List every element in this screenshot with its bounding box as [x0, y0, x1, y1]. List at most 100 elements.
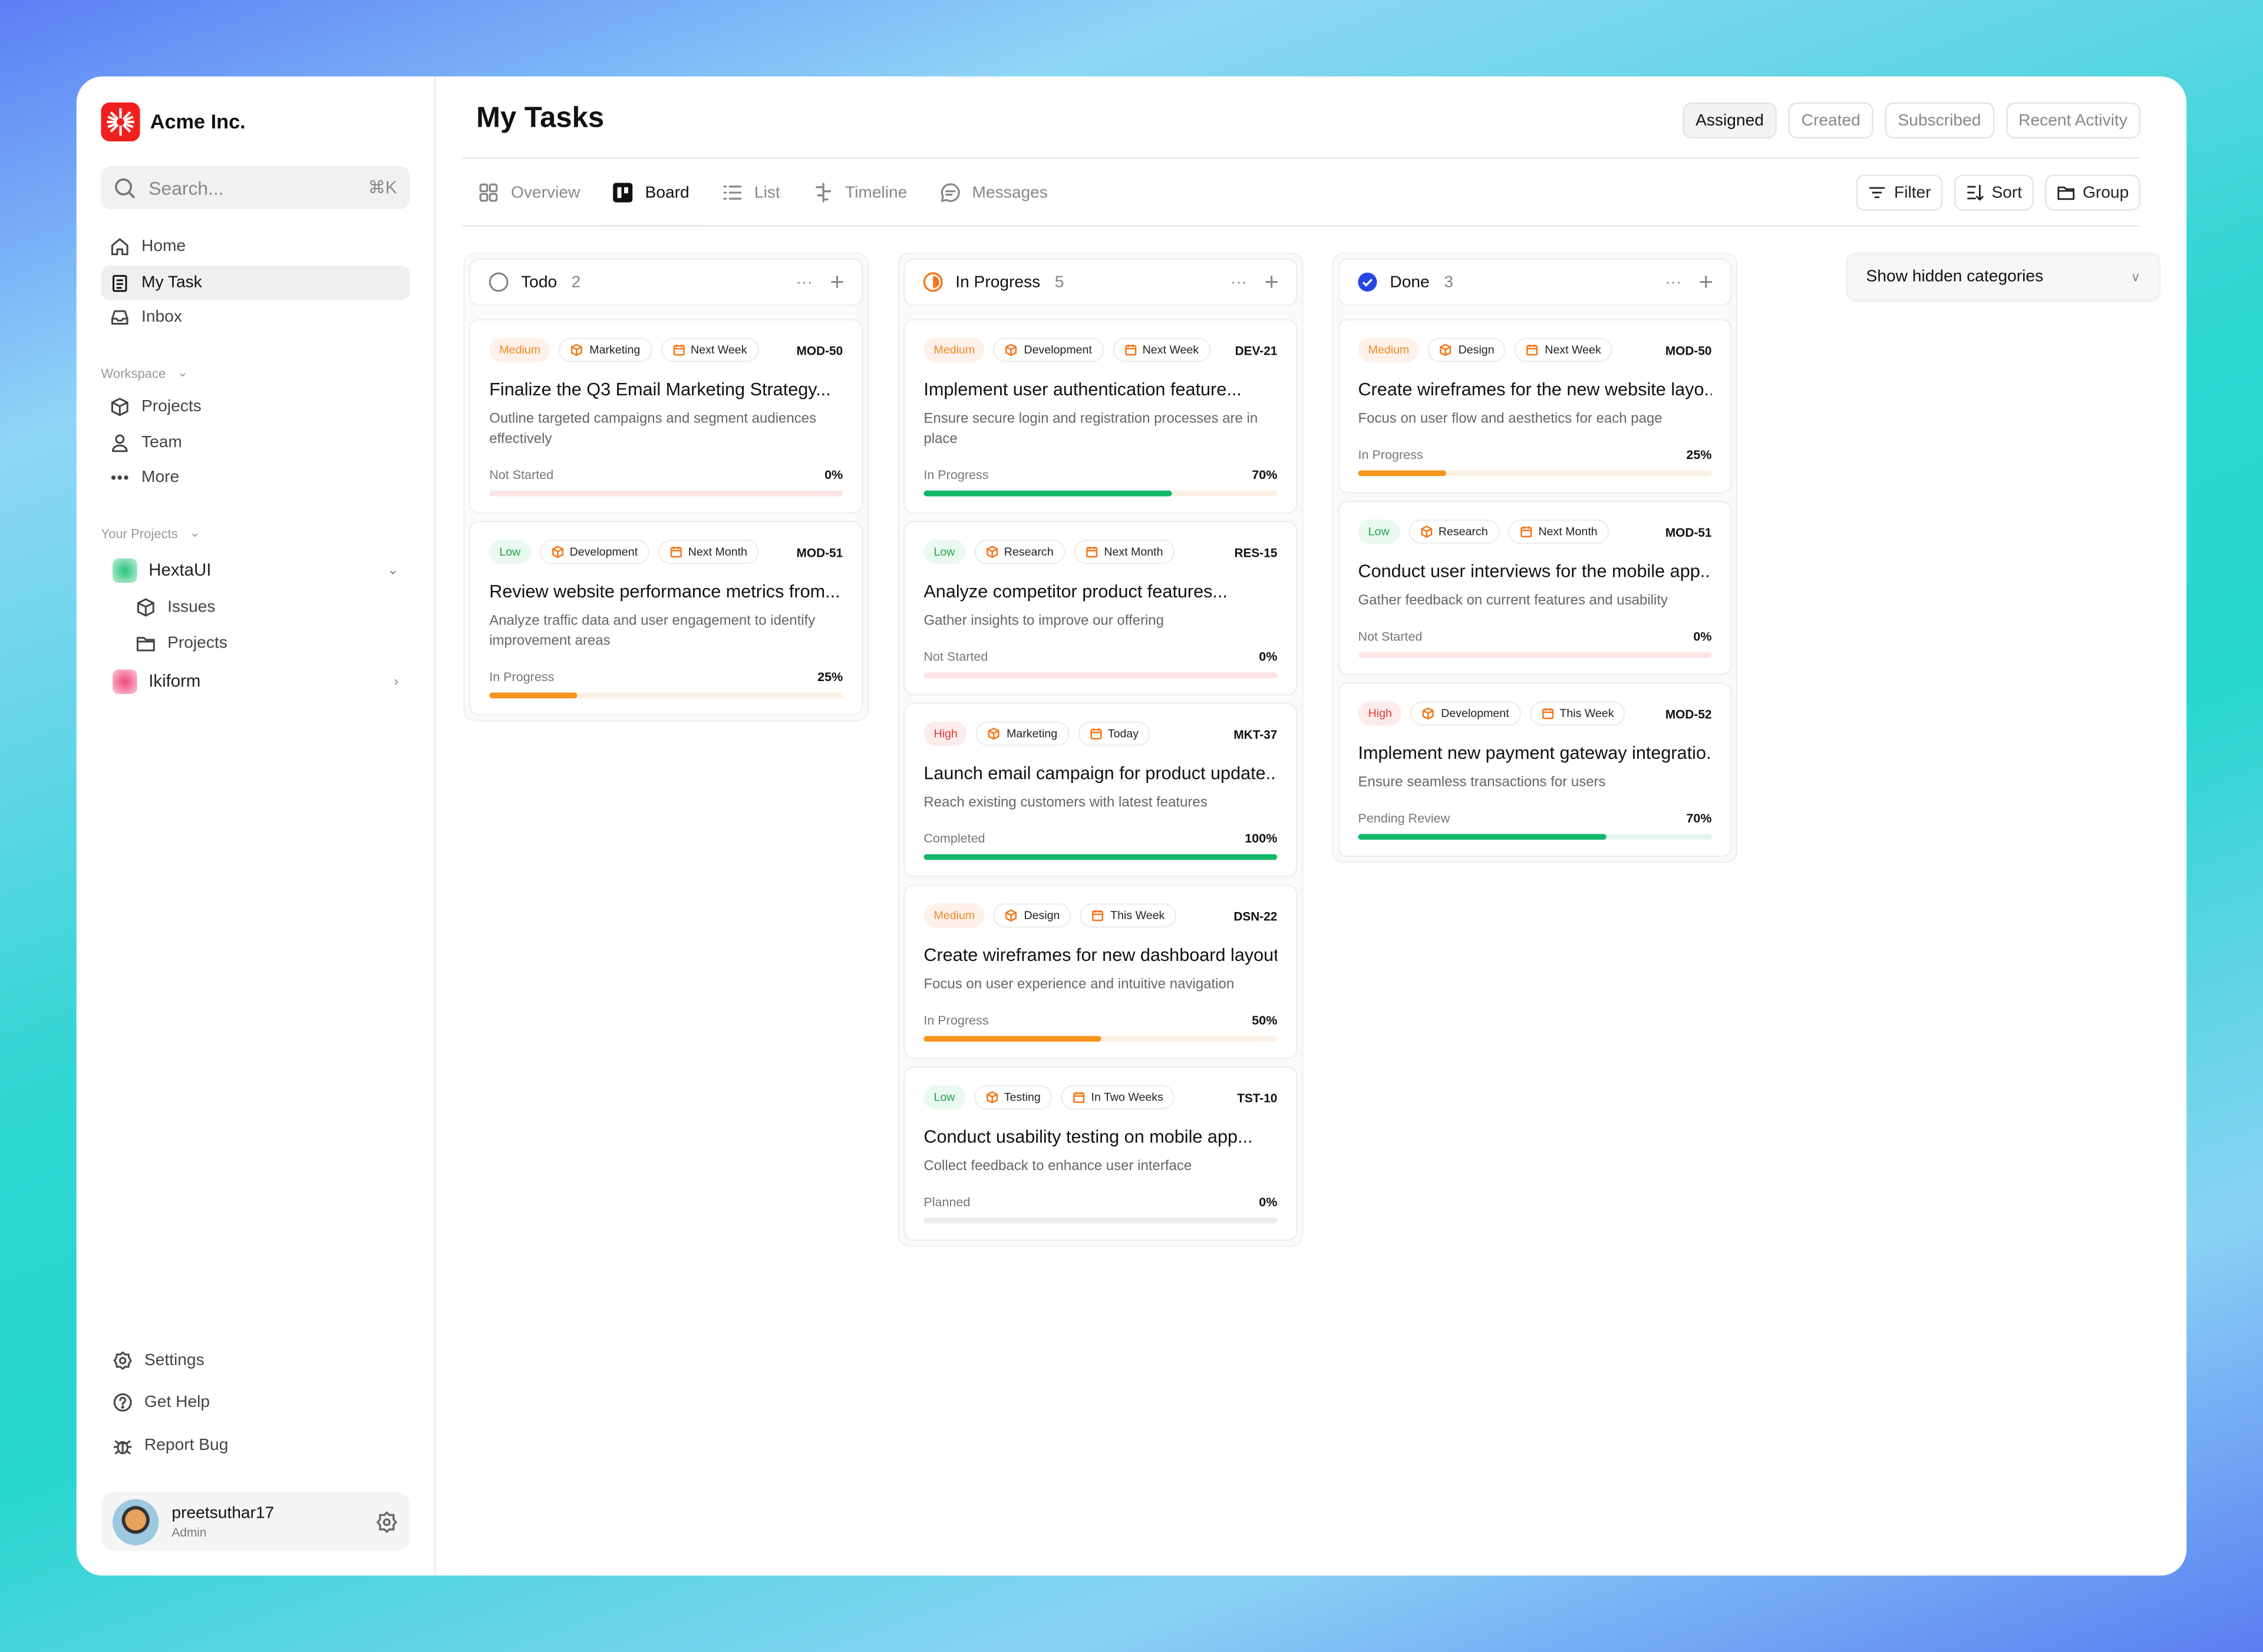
workspace-item-label: More	[141, 468, 180, 487]
project-name: Ikiform	[149, 670, 201, 692]
more-icon[interactable]: ···	[796, 273, 813, 291]
category-label: Testing	[1004, 1091, 1041, 1104]
more-icon[interactable]: ···	[1665, 273, 1682, 291]
folder-icon	[136, 636, 155, 651]
calendar-icon	[1090, 728, 1101, 739]
chevron-down-icon[interactable]: ⌄	[387, 561, 398, 577]
gear-icon[interactable]	[375, 1510, 398, 1533]
task-card[interactable]: High Development This Week MOD-52 Implement …	[1338, 682, 1732, 857]
task-card[interactable]: Medium Marketing Next Week MOD-50 Finalize t…	[469, 319, 863, 514]
sidebar-item-label: My Task	[141, 273, 202, 291]
sort-button[interactable]: Sort	[1954, 174, 2034, 211]
tab-overview[interactable]: Overview	[462, 160, 596, 225]
inbox-icon	[111, 310, 128, 325]
sidebar-item-label: Home	[141, 238, 186, 256]
task-card[interactable]: Low Testing In Two Weeks TST-10 Conduct usab…	[903, 1066, 1298, 1241]
group-button[interactable]: Group	[2045, 174, 2140, 211]
projects-section-toggle[interactable]: Your Projects ⌄	[101, 525, 410, 541]
tab-list[interactable]: List	[705, 160, 796, 225]
task-progress: 50%	[1252, 1013, 1278, 1027]
sidebar-item-my-task[interactable]: My Task	[101, 265, 410, 300]
view-created[interactable]: Created	[1788, 102, 1873, 139]
sidebar-item-home[interactable]: Home	[101, 229, 410, 264]
project-ikiform[interactable]: Ikiform ›	[101, 661, 410, 702]
add-card-button[interactable]: +	[830, 267, 844, 295]
task-card[interactable]: Low Research Next Month RES-15 Analyze compe…	[903, 521, 1298, 696]
chevron-right-icon[interactable]: ›	[394, 673, 398, 689]
sidebar-item-label: Get Help	[144, 1393, 210, 1412]
project-subitem-issues[interactable]: Issues	[101, 590, 410, 625]
due-label: Next Week	[691, 343, 747, 356]
view-assigned[interactable]: Assigned	[1683, 102, 1777, 139]
category-label: Marketing	[589, 343, 641, 356]
view-recent-activity[interactable]: Recent Activity	[2005, 102, 2140, 139]
sidebar-item-settings[interactable]: Settings	[101, 1339, 410, 1381]
cube-icon	[986, 1091, 998, 1103]
brand-name: Acme Inc.	[150, 110, 246, 133]
cube-icon	[1006, 343, 1018, 356]
tab-timeline[interactable]: Timeline	[796, 160, 923, 225]
task-card[interactable]: High Marketing Today MKT-37 Launch email cam…	[903, 702, 1298, 877]
task-status: Pending Review	[1358, 811, 1450, 825]
calendar-icon	[1542, 708, 1553, 719]
priority-badge: High	[923, 721, 968, 746]
task-id: TST-10	[1237, 1090, 1278, 1105]
priority-badge: Low	[923, 1085, 965, 1110]
tab-messages[interactable]: Messages	[923, 160, 1064, 225]
sidebar-item-get-help[interactable]: Get Help	[101, 1382, 410, 1423]
project-hextaui[interactable]: HextaUI ⌄	[101, 550, 410, 590]
user-profile[interactable]: preetsuthar17 Admin	[101, 1492, 410, 1551]
sidebar-item-report-bug[interactable]: Report Bug	[101, 1424, 410, 1466]
check-circle-icon	[1358, 272, 1377, 292]
task-card[interactable]: Medium Design Next Week MOD-50 Create wirefr…	[1338, 319, 1732, 494]
board-icon	[613, 183, 633, 203]
project-subitem-projects[interactable]: Projects	[101, 626, 410, 660]
due-tag: Next Month	[658, 539, 759, 564]
brand[interactable]: Acme Inc.	[101, 101, 410, 141]
column-title: Todo	[521, 273, 557, 291]
calendar-icon	[672, 344, 684, 356]
divider	[461, 225, 2140, 227]
tab-board[interactable]: Board	[596, 160, 705, 227]
workspace-item-team[interactable]: Team	[101, 425, 410, 460]
search-input[interactable]: Search... ⌘K	[101, 166, 410, 210]
workspace-item-more[interactable]: More	[101, 460, 410, 495]
progress-fill	[923, 854, 1278, 860]
project-name: HextaUI	[149, 560, 212, 580]
priority-badge: Medium	[1358, 338, 1420, 362]
task-card[interactable]: Medium Development Next Week DEV-21 Implemen…	[903, 319, 1298, 514]
task-progress: 0%	[824, 467, 843, 482]
timeline-icon	[814, 183, 831, 203]
task-card[interactable]: Low Development Next Month MOD-51 Review web…	[469, 521, 863, 716]
search-icon	[115, 177, 136, 198]
task-id: DSN-22	[1233, 908, 1278, 923]
task-id: MOD-50	[1665, 342, 1712, 358]
cube-icon	[1420, 526, 1432, 538]
task-card[interactable]: Medium Design This Week DSN-22 Create wirefr…	[903, 884, 1298, 1059]
help-icon	[113, 1393, 132, 1412]
sidebar-item-inbox[interactable]: Inbox	[101, 300, 410, 335]
task-title: Create wireframes for the new website la…	[1358, 379, 1712, 400]
project-subitem-label: Issues	[167, 599, 216, 616]
task-id: MOD-51	[796, 544, 843, 559]
tool-label: Filter	[1894, 184, 1931, 201]
folder-icon	[2057, 186, 2075, 200]
acme-logo-icon	[101, 101, 140, 141]
workspace-section-toggle[interactable]: Workspace ⌄	[101, 365, 410, 381]
calendar-icon	[1073, 1092, 1085, 1103]
show-hidden-categories-dropdown[interactable]: Show hidden categories ∨	[1846, 252, 2161, 302]
progress-fill	[923, 1036, 1101, 1042]
due-tag: Next Week	[1514, 338, 1613, 362]
task-progress: 25%	[817, 669, 843, 684]
column-header: In Progress 5 ··· +	[903, 258, 1298, 306]
view-subscribed[interactable]: Subscribed	[1885, 102, 1994, 139]
filter-button[interactable]: Filter	[1856, 174, 1943, 211]
more-icon[interactable]: ···	[1230, 273, 1248, 291]
task-title: Implement user authentication feature...	[923, 379, 1242, 400]
add-card-button[interactable]: +	[1698, 267, 1713, 295]
add-card-button[interactable]: +	[1264, 267, 1279, 295]
progress-fill	[923, 490, 1172, 497]
workspace-item-projects[interactable]: Projects	[101, 389, 410, 424]
message-icon	[940, 183, 959, 202]
task-card[interactable]: Low Research Next Month MOD-51 Conduct user …	[1338, 500, 1732, 676]
